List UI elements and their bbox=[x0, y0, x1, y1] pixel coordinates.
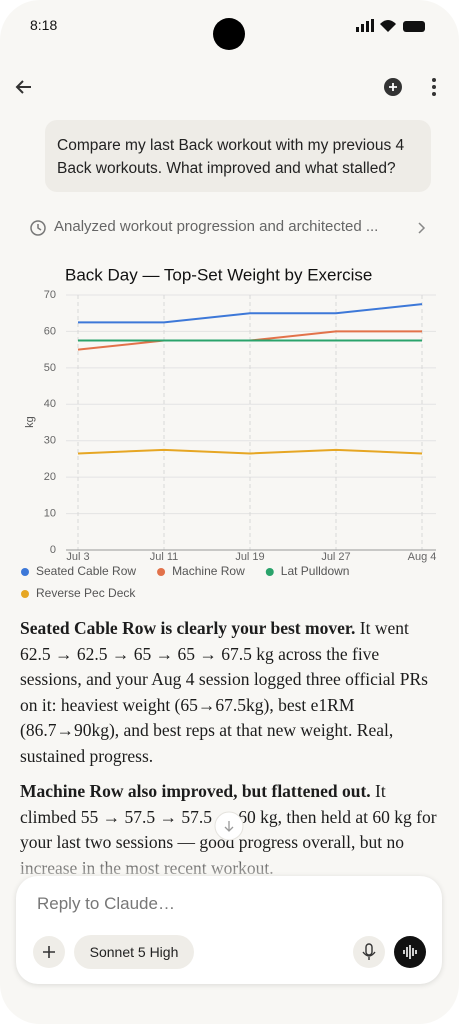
clock-icon bbox=[30, 220, 46, 236]
y-tick-label: 10 bbox=[44, 507, 56, 519]
legend-marker bbox=[265, 568, 274, 576]
x-tick-label: Jul 19 bbox=[235, 551, 264, 563]
y-tick-label: 0 bbox=[50, 544, 56, 556]
legend-label: Reverse Pec Deck bbox=[36, 586, 136, 600]
series-line bbox=[78, 303, 423, 324]
legend-label: Lat Pulldown bbox=[281, 564, 350, 578]
battery bbox=[403, 21, 425, 32]
y-tick-label: 60 bbox=[44, 325, 56, 337]
series-line bbox=[77, 448, 423, 455]
back-button[interactable] bbox=[15, 80, 31, 94]
y-tick-label: 20 bbox=[44, 471, 56, 483]
chart-title: Back Day — Top-Set Weight by Exercise bbox=[65, 265, 372, 284]
signal bbox=[356, 19, 374, 32]
legend-label: Machine Row bbox=[172, 564, 245, 578]
more-button[interactable] bbox=[432, 78, 436, 96]
model-selector[interactable]: Sonnet 5 High bbox=[74, 935, 194, 969]
y-tick-label: 50 bbox=[44, 362, 56, 374]
paragraph-lead: Machine Row also improved, but flattened… bbox=[20, 781, 371, 801]
x-tick-label: Jul 11 bbox=[150, 551, 179, 563]
top-icons bbox=[15, 18, 436, 96]
legend-label: Seated Cable Row bbox=[36, 564, 136, 578]
user-message: Compare my last Back workout with my pre… bbox=[45, 120, 431, 192]
legend-marker bbox=[21, 590, 29, 598]
legend-marker bbox=[157, 568, 166, 576]
x-tick-label: Jul 3 bbox=[66, 551, 89, 563]
status-time: 8:18 bbox=[30, 17, 58, 33]
composer: Reply to Claude… Sonnet 5 High bbox=[16, 876, 442, 984]
voice-button[interactable] bbox=[393, 935, 427, 969]
x-tick-label: Jul 27 bbox=[321, 551, 350, 563]
x-tick-label: Aug 4 bbox=[408, 551, 437, 563]
camera bbox=[213, 18, 245, 50]
chart: Back Day — Top-Set Weight by Exercise kg… bbox=[21, 265, 437, 600]
y-tick-label: 30 bbox=[44, 435, 56, 447]
add-button[interactable] bbox=[32, 935, 66, 969]
y-axis-label: kg bbox=[24, 416, 36, 428]
legend-marker bbox=[21, 568, 29, 576]
reply-input[interactable]: Reply to Claude… bbox=[37, 894, 175, 913]
paragraph-body: It went 62.5 → 62.5 → 65 → 65 → 67.5 kg … bbox=[20, 618, 428, 766]
y-tick-label: 40 bbox=[44, 398, 56, 410]
chevron bbox=[418, 222, 426, 234]
wifi bbox=[380, 20, 396, 32]
mic-button[interactable] bbox=[352, 935, 386, 969]
scroll-down-button[interactable] bbox=[214, 811, 244, 841]
response-paragraph: Seated Cable Row is clearly your best mo… bbox=[20, 616, 440, 769]
y-tick-label: 70 bbox=[44, 289, 56, 301]
paragraph-lead: Seated Cable Row is clearly your best mo… bbox=[20, 618, 356, 638]
thinking-summary[interactable]: Analyzed workout progression and archite… bbox=[54, 218, 379, 235]
